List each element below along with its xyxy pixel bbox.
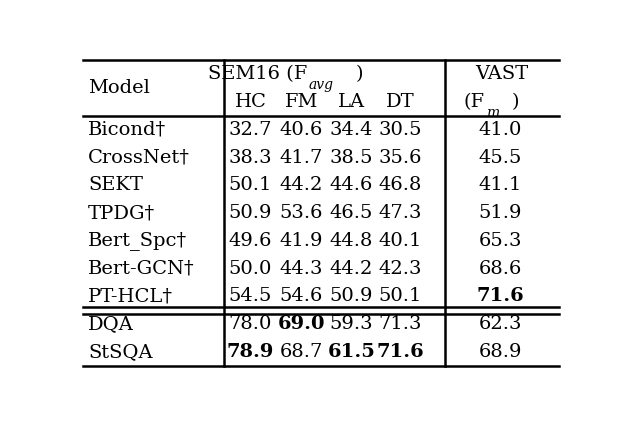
- Text: 59.3: 59.3: [329, 315, 373, 333]
- Text: Bicond†: Bicond†: [88, 121, 166, 139]
- Text: 46.8: 46.8: [378, 176, 421, 195]
- Text: 46.5: 46.5: [330, 204, 373, 222]
- Text: CrossNet†: CrossNet†: [88, 149, 190, 167]
- Text: 38.5: 38.5: [330, 149, 373, 167]
- Text: 50.9: 50.9: [330, 287, 373, 306]
- Text: LA: LA: [338, 93, 365, 111]
- Text: Bert-GCN†: Bert-GCN†: [88, 260, 195, 278]
- Text: 41.0: 41.0: [479, 121, 522, 139]
- Text: 50.9: 50.9: [228, 204, 272, 222]
- Text: 35.6: 35.6: [378, 149, 422, 167]
- Text: 40.6: 40.6: [280, 121, 323, 139]
- Text: 44.6: 44.6: [330, 176, 373, 195]
- Text: 68.6: 68.6: [479, 260, 522, 278]
- Text: 44.8: 44.8: [330, 232, 373, 250]
- Text: 42.3: 42.3: [378, 260, 422, 278]
- Text: 49.6: 49.6: [228, 232, 272, 250]
- Text: 69.0: 69.0: [278, 315, 325, 333]
- Text: 44.2: 44.2: [330, 260, 373, 278]
- Text: DT: DT: [386, 93, 414, 111]
- Text: 34.4: 34.4: [330, 121, 373, 139]
- Text: 30.5: 30.5: [378, 121, 422, 139]
- Text: 71.6: 71.6: [476, 287, 524, 306]
- Text: ): ): [356, 65, 364, 83]
- Text: 44.2: 44.2: [280, 176, 323, 195]
- Text: 68.7: 68.7: [280, 343, 323, 361]
- Text: avg: avg: [309, 78, 334, 92]
- Text: 32.7: 32.7: [228, 121, 272, 139]
- Text: 50.0: 50.0: [228, 260, 272, 278]
- Text: 41.9: 41.9: [280, 232, 323, 250]
- Text: 50.1: 50.1: [228, 176, 272, 195]
- Text: (F: (F: [463, 93, 485, 111]
- Text: 50.1: 50.1: [378, 287, 421, 306]
- Text: FM: FM: [285, 93, 318, 111]
- Text: 45.5: 45.5: [479, 149, 522, 167]
- Text: 68.9: 68.9: [479, 343, 522, 361]
- Text: 51.9: 51.9: [479, 204, 522, 222]
- Text: ): ): [511, 93, 519, 111]
- Text: 47.3: 47.3: [378, 204, 422, 222]
- Text: m: m: [486, 106, 499, 120]
- Text: SEM16 (F: SEM16 (F: [208, 65, 307, 83]
- Text: 38.3: 38.3: [228, 149, 272, 167]
- Text: 54.5: 54.5: [228, 287, 272, 306]
- Text: Model: Model: [88, 79, 150, 97]
- Text: 41.7: 41.7: [280, 149, 323, 167]
- Text: Bert_Spc†: Bert_Spc†: [88, 231, 187, 250]
- Text: 54.6: 54.6: [280, 287, 323, 306]
- Text: 71.6: 71.6: [376, 343, 424, 361]
- Text: 78.0: 78.0: [228, 315, 272, 333]
- Text: PT-HCL†: PT-HCL†: [88, 287, 173, 306]
- Text: HC: HC: [235, 93, 267, 111]
- Text: DQA: DQA: [88, 315, 134, 333]
- Text: 44.3: 44.3: [280, 260, 323, 278]
- Text: 41.1: 41.1: [479, 176, 522, 195]
- Text: TPDG†: TPDG†: [88, 204, 155, 222]
- Text: SEKT: SEKT: [88, 176, 143, 195]
- Text: StSQA: StSQA: [88, 343, 153, 361]
- Text: 61.5: 61.5: [327, 343, 376, 361]
- Text: 71.3: 71.3: [378, 315, 422, 333]
- Text: 53.6: 53.6: [280, 204, 323, 222]
- Text: 62.3: 62.3: [479, 315, 522, 333]
- Text: 78.9: 78.9: [227, 343, 274, 361]
- Text: 40.1: 40.1: [378, 232, 421, 250]
- Text: 65.3: 65.3: [479, 232, 522, 250]
- Text: VAST: VAST: [475, 65, 528, 83]
